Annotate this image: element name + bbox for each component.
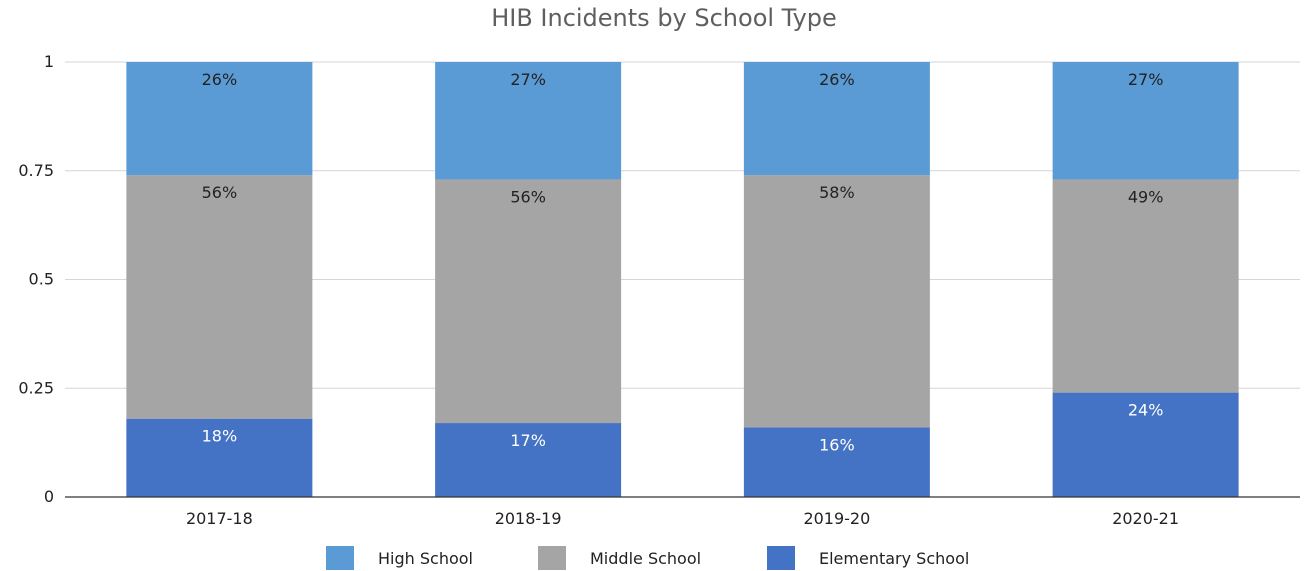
x-axis-ticks: 2017-18 2018-19 2019-20 2020-21 [186,509,1179,528]
chart-title: HIB Incidents by School Type [491,4,837,32]
data-labels: 18% 56% 26% 17% 56% 27% 16% 58% 26% 24% 49% 27% [202,70,1164,454]
bar-segment-elementary-school [435,423,622,497]
bar-segment-high-school [1052,62,1239,180]
bar-segment-high-school [435,62,622,180]
data-label: 27% [1128,70,1164,89]
legend: High School Middle School Elementary Schoo… [326,546,969,570]
legend-swatch [767,546,795,570]
bar-segment-middle-school [435,179,622,424]
y-tick-label: 1 [44,52,54,71]
legend-swatch [538,546,566,570]
y-tick-label: 0.5 [29,270,54,289]
data-label: 24% [1128,401,1164,420]
bars [126,62,1239,497]
data-label: 17% [510,431,546,450]
data-label: 58% [819,183,855,202]
data-label: 26% [819,70,855,89]
data-label: 49% [1128,187,1164,206]
bar-segment-elementary-school [1052,392,1239,497]
bar-segment-high-school [743,62,930,176]
y-tick-label: 0 [44,487,54,506]
data-label: 16% [819,435,855,454]
legend-label: High School [378,549,473,568]
x-tick-label: 2018-19 [495,509,562,528]
data-label: 27% [510,70,546,89]
x-tick-label: 2020-21 [1112,509,1179,528]
bar-segment-middle-school [1052,179,1239,393]
y-tick-label: 0.25 [18,378,54,397]
data-label: 26% [202,70,238,89]
data-label: 56% [510,187,546,206]
bar-segment-middle-school [743,175,930,428]
bar-segment-middle-school [126,175,313,419]
bar-segment-elementary-school [743,427,930,497]
data-label: 18% [202,427,238,446]
y-tick-label: 0.75 [18,161,54,180]
x-tick-label: 2017-18 [186,509,253,528]
legend-label: Middle School [590,549,701,568]
legend-label: Elementary School [819,549,969,568]
bar-segment-elementary-school [126,418,313,497]
bar-segment-high-school [126,62,313,176]
y-axis-ticks: 0 0.25 0.5 0.75 1 [18,52,54,506]
data-label: 56% [202,183,238,202]
legend-swatch [326,546,354,570]
x-tick-label: 2019-20 [803,509,870,528]
